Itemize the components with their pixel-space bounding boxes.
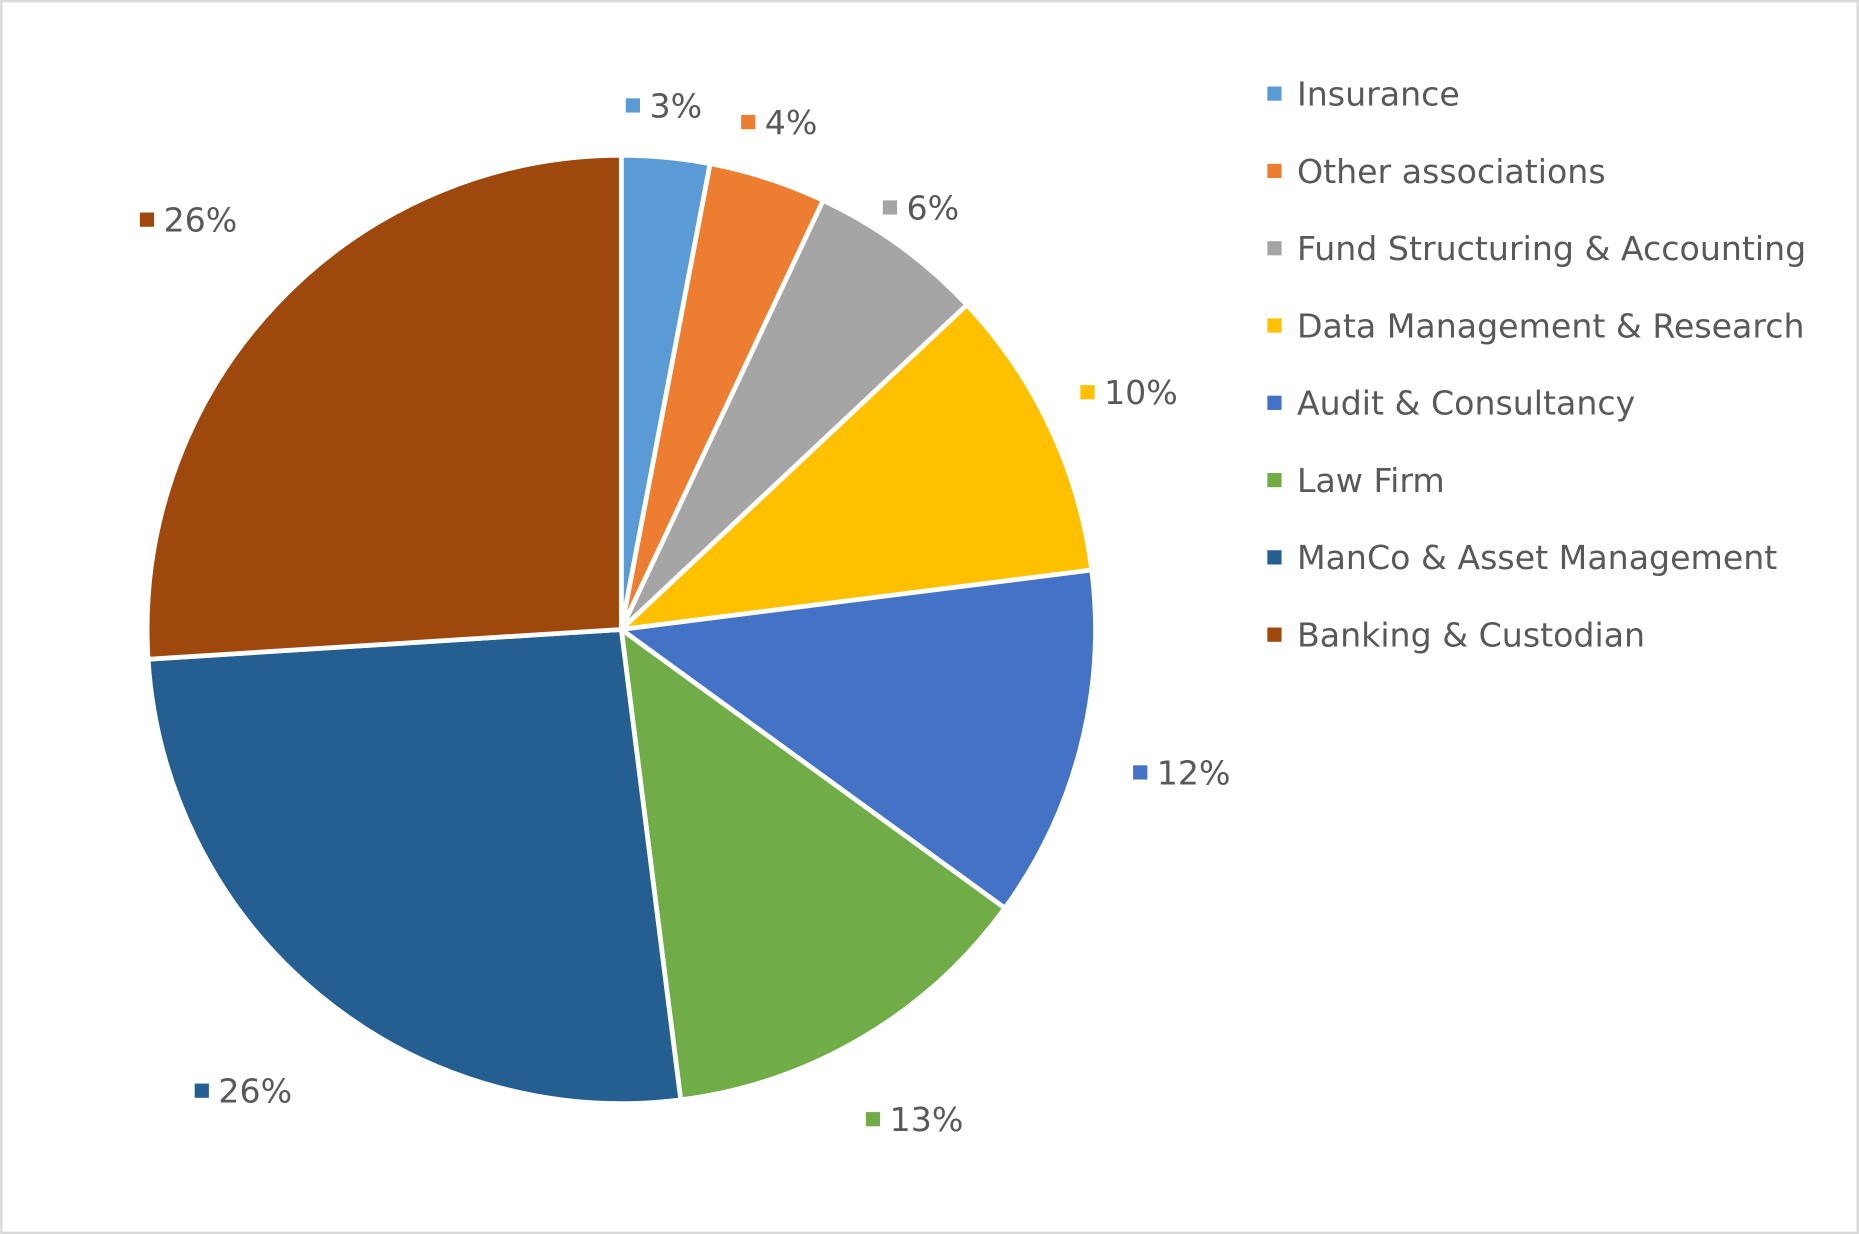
data-label-marker [882, 200, 898, 215]
pie-slice [145, 626, 684, 1106]
legend-marker [1267, 627, 1282, 642]
legend-marker [1267, 395, 1282, 410]
data-label-marker [1133, 765, 1148, 780]
data-label-marker [139, 212, 155, 227]
data-label-marker [1080, 385, 1095, 400]
data-label-marker [625, 98, 641, 113]
data-label: 6% [907, 188, 960, 227]
pie-slice [144, 152, 624, 662]
legend-marker [1267, 241, 1282, 256]
legend-entry: Other associations [1297, 152, 1606, 191]
pie-slice [614, 301, 1095, 633]
pie-slice [619, 197, 971, 632]
data-label: 26% [218, 1072, 292, 1111]
legend-marker [1267, 318, 1282, 333]
data-label-marker [865, 1112, 881, 1127]
data-label-marker [194, 1083, 209, 1098]
data-label: 4% [765, 103, 818, 142]
data-label: 10% [1104, 373, 1178, 412]
legend-entry: Data Management & Research [1297, 306, 1805, 345]
legend-entry: Insurance [1297, 75, 1460, 114]
legend-marker [1267, 550, 1282, 565]
data-label: 12% [1157, 753, 1231, 792]
data-label: 13% [890, 1100, 964, 1139]
legend-entry: Audit & Consultancy [1297, 384, 1635, 423]
legend-entry: Fund Structuring & Accounting [1297, 229, 1806, 268]
legend-marker [1267, 472, 1282, 488]
data-label-marker [741, 115, 756, 130]
legend-entry: Law Firm [1297, 461, 1445, 500]
legend-marker [1267, 163, 1282, 179]
data-label: 26% [164, 201, 238, 240]
legend-entry: Banking & Custodian [1297, 616, 1645, 655]
legend-marker [1267, 86, 1282, 101]
pie-slice [618, 624, 1009, 1103]
data-label: 3% [649, 86, 702, 125]
pie-slice [615, 567, 1098, 912]
legend-entry: ManCo & Asset Management [1297, 538, 1777, 577]
